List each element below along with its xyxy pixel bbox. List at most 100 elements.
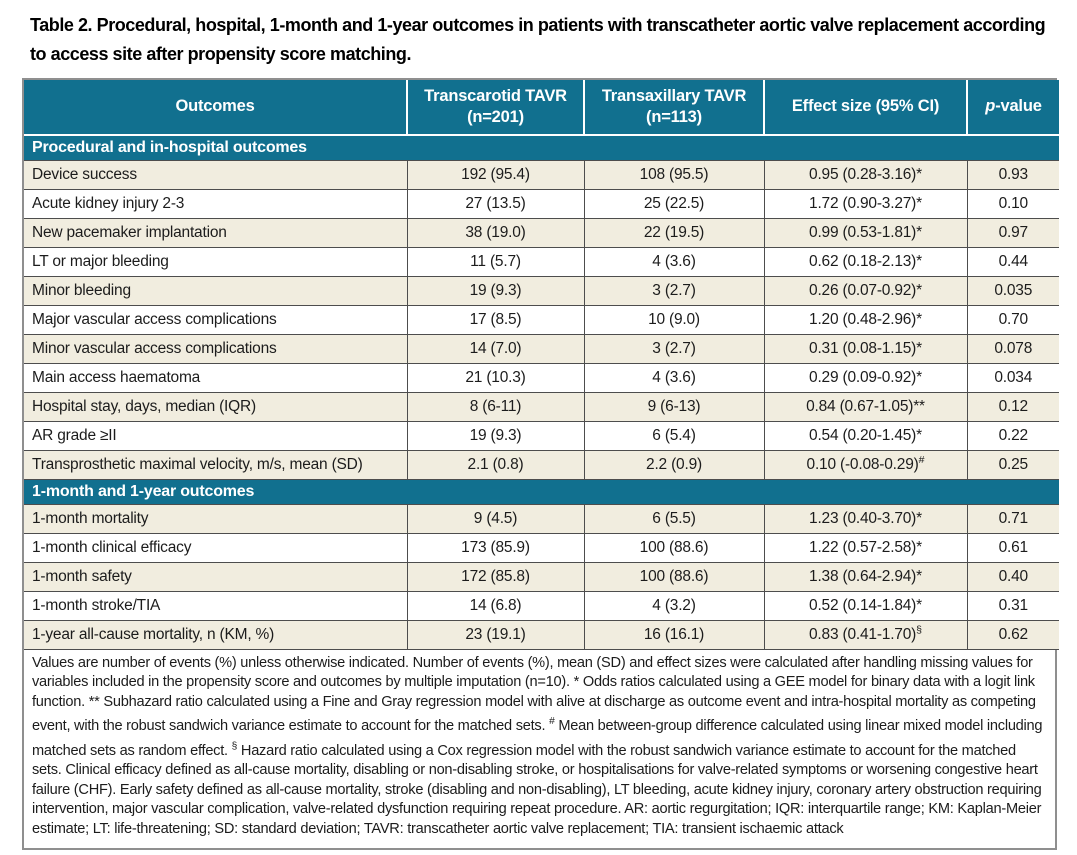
table-header: Outcomes Transcarotid TAVR (n=201) Trans… (24, 80, 1059, 136)
effect-size-value: 0.62 (0.18-2.13)* (809, 253, 922, 271)
footnote-text-segment: Mean between-group difference calculated… (32, 718, 1043, 759)
cell-transaxillary-value: 4 (3.6) (583, 362, 765, 393)
column-header-p-value: p-value (966, 80, 1059, 136)
cell-transcarotid-value: 172 (85.8) (406, 561, 585, 592)
effect-size-value: 0.83 (0.41-1.70) (809, 626, 917, 644)
table-row: 1-month mortality 9 (4.5) 6 (5.5) 1.23 (0.4… (24, 503, 1059, 534)
cell-effect-size: 0.52 (0.14-1.84)* (763, 590, 968, 621)
cell-effect-size: 0.84 (0.67-1.05)** (763, 391, 968, 422)
cell-transcarotid-value: 21 (10.3) (406, 362, 585, 393)
cell-effect-size: 0.62 (0.18-2.13)* (763, 246, 968, 277)
cell-effect-size: 0.31 (0.08-1.15)* (763, 333, 968, 364)
cell-p-value: 0.22 (966, 420, 1059, 451)
effect-size-value: 0.54 (0.20-1.45)* (809, 427, 922, 445)
table-row: 1-month stroke/TIA 14 (6.8) 4 (3.2) 0.52 (0… (24, 590, 1059, 621)
footnote-text-segment: Hazard ratio calculated using a Cox regr… (32, 742, 1042, 837)
cell-outcome: Device success (24, 159, 408, 190)
effect-size-value: 0.26 (0.07-0.92)* (809, 282, 922, 300)
column-header-transcarotid: Transcarotid TAVR (n=201) (406, 80, 584, 136)
cell-transcarotid-value: 17 (8.5) (406, 304, 585, 335)
cell-transcarotid-value: 19 (9.3) (406, 420, 585, 451)
cell-outcome: 1-month mortality (24, 503, 408, 534)
effect-size-value: 1.22 (0.57-2.58)* (809, 539, 922, 557)
effect-size-value: 0.52 (0.14-1.84)* (809, 597, 922, 615)
cell-transaxillary-value: 3 (2.7) (583, 275, 765, 306)
cell-transaxillary-value: 16 (16.1) (583, 619, 765, 650)
column-header-line1: Transcarotid TAVR (424, 86, 567, 105)
cell-p-value: 0.61 (966, 532, 1059, 563)
cell-p-value: 0.44 (966, 246, 1059, 277)
cell-transcarotid-value: 27 (13.5) (406, 188, 585, 219)
cell-transaxillary-value: 4 (3.6) (583, 246, 765, 277)
cell-effect-size: 0.99 (0.53-1.81)* (763, 217, 968, 248)
cell-effect-size: 1.20 (0.48-2.96)* (763, 304, 968, 335)
effect-size-value: 1.20 (0.48-2.96)* (809, 311, 922, 329)
cell-outcome: Minor vascular access complications (24, 333, 408, 364)
column-header-line2: (n=201) (467, 108, 524, 126)
cell-outcome: 1-year all-cause mortality, n (KM, %) (24, 619, 408, 650)
outcomes-table: Outcomes Transcarotid TAVR (n=201) Trans… (24, 80, 1059, 650)
table-row: LT or major bleeding 11 (5.7) 4 (3.6) 0.62 … (24, 246, 1059, 277)
cell-effect-size: 1.23 (0.40-3.70)* (763, 503, 968, 534)
cell-transaxillary-value: 2.2 (0.9) (583, 449, 765, 480)
column-header-line2: (n=113) (646, 108, 702, 126)
table-row: 1-month clinical efficacy 173 (85.9) 100 (… (24, 532, 1059, 563)
cell-transaxillary-value: 3 (2.7) (583, 333, 765, 364)
table-row: Acute kidney injury 2-3 27 (13.5) 25 (22.5… (24, 188, 1059, 219)
cell-transaxillary-value: 100 (88.6) (583, 561, 765, 592)
table-body: Procedural and in-hospital outcomes Devic… (24, 135, 1059, 650)
cell-effect-size: 0.26 (0.07-0.92)* (763, 275, 968, 306)
cell-p-value: 0.71 (966, 503, 1059, 534)
cell-outcome: Hospital stay, days, median (IQR) (24, 391, 408, 422)
table-row: 1-year all-cause mortality, n (KM, %) 23 … (24, 619, 1059, 650)
cell-transcarotid-value: 11 (5.7) (406, 246, 585, 277)
cell-transcarotid-value: 9 (4.5) (406, 503, 585, 534)
cell-p-value: 0.035 (966, 275, 1059, 306)
cell-transcarotid-value: 23 (19.1) (406, 619, 585, 650)
cell-outcome: 1-month stroke/TIA (24, 590, 408, 621)
cell-outcome: 1-month safety (24, 561, 408, 592)
table-row: AR grade ≥II 19 (9.3) 6 (5.4) 0.54 (0.20-1.… (24, 420, 1059, 451)
cell-effect-size: 0.29 (0.09-0.92)* (763, 362, 968, 393)
cell-effect-size: 1.72 (0.90-3.27)* (763, 188, 968, 219)
table-caption: Table 2. Procedural, hospital, 1-month a… (30, 15, 1046, 64)
cell-outcome: 1-month clinical efficacy (24, 532, 408, 563)
cell-p-value: 0.10 (966, 188, 1059, 219)
cell-transaxillary-value: 22 (19.5) (583, 217, 765, 248)
cell-p-value: 0.12 (966, 391, 1059, 422)
cell-p-value: 0.078 (966, 333, 1059, 364)
cell-outcome: LT or major bleeding (24, 246, 408, 277)
paper-table-figure: Table 2. Procedural, hospital, 1-month a… (0, 11, 1077, 855)
effect-size-value: 0.99 (0.53-1.81)* (809, 224, 922, 242)
effect-size-value: 0.29 (0.09-0.92)* (809, 369, 922, 387)
cell-outcome: New pacemaker implantation (24, 217, 408, 248)
cell-transcarotid-value: 173 (85.9) (406, 532, 585, 563)
footnote-text-segment: Values are number of events (%) unless o… (32, 654, 1036, 735)
table-row: Transprosthetic maximal velocity, m/s, m… (24, 449, 1059, 480)
effect-size-value: 1.38 (0.64-2.94)* (809, 568, 922, 586)
table-row: Main access haematoma 21 (10.3) 4 (3.6) 0.2… (24, 362, 1059, 393)
footnote-superscript-marker: § (231, 740, 238, 752)
cell-transcarotid-value: 38 (19.0) (406, 217, 585, 248)
cell-transaxillary-value: 108 (95.5) (583, 159, 765, 190)
table-header-row: Outcomes Transcarotid TAVR (n=201) Trans… (24, 80, 1059, 136)
column-header-effect-size: Effect size (95% CI) (763, 80, 967, 136)
cell-p-value: 0.31 (966, 590, 1059, 621)
table-footnote: Values are number of events (%) unless o… (24, 649, 1055, 848)
table-row: Minor vascular access complications 14 (7… (24, 333, 1059, 364)
cell-p-value: 0.97 (966, 217, 1059, 248)
cell-transcarotid-value: 192 (95.4) (406, 159, 585, 190)
effect-size-value: 0.31 (0.08-1.15)* (809, 340, 922, 358)
effect-size-value: 0.95 (0.28-3.16)* (809, 166, 922, 184)
cell-outcome: Acute kidney injury 2-3 (24, 188, 408, 219)
cell-transcarotid-value: 14 (7.0) (406, 333, 585, 364)
effect-size-value: 0.10 (-0.08-0.29) (806, 456, 919, 474)
section-header-label: Procedural and in-hospital outcomes (24, 135, 1059, 160)
column-header-line1: Transaxillary TAVR (601, 86, 747, 105)
cell-outcome: Main access haematoma (24, 362, 408, 393)
p-rest: -value (995, 97, 1042, 116)
effect-size-superscript-marker: # (918, 454, 925, 467)
cell-transaxillary-value: 6 (5.4) (583, 420, 765, 451)
cell-p-value: 0.40 (966, 561, 1059, 592)
p-italic: p (985, 97, 996, 116)
